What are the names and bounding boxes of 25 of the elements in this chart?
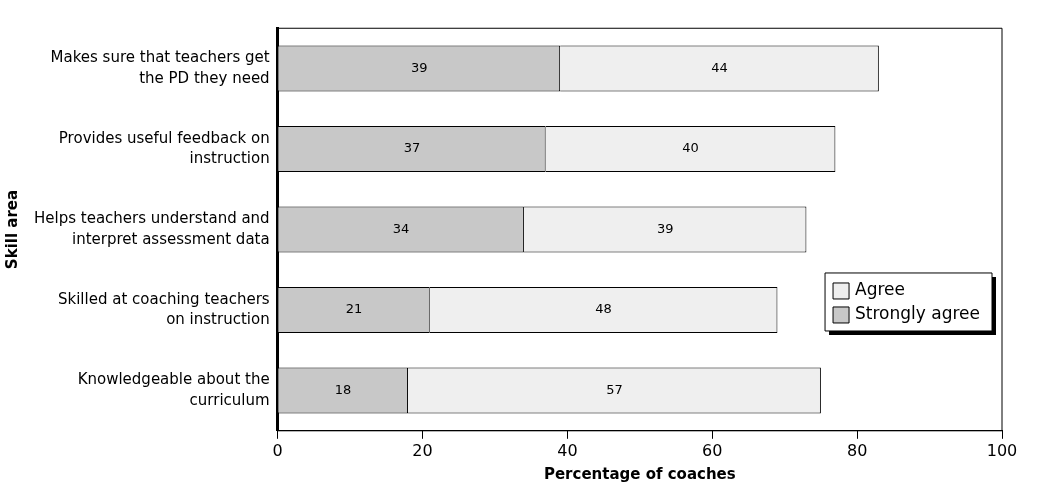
data-label: 21 — [345, 301, 363, 317]
data-label: 40 — [682, 140, 699, 156]
data-label: 48 — [595, 301, 612, 317]
y-tick-label: Skilled at coaching teachers on instruction — [57, 289, 270, 329]
y-tick-label: Makes sure that teachers get the PD they need — [50, 48, 270, 87]
y-axis-title: Skill area — [2, 189, 21, 270]
legend-label: Strongly agree — [855, 303, 980, 324]
x-tick-label: 100 — [986, 440, 1018, 460]
data-label: 39 — [410, 59, 428, 75]
y-tick-label: Knowledgeable about the curriculum — [77, 370, 270, 409]
x-tick-label: 20 — [412, 440, 433, 460]
x-tick-label: 60 — [702, 440, 723, 460]
data-label: 34 — [392, 220, 410, 236]
y-tick-label: Provides useful feedback on instruction — [58, 128, 270, 168]
y-tick-label: Helps teachers understand and interpret assessment data — [33, 209, 270, 248]
x-tick-label: 80 — [846, 440, 868, 460]
legend-label: Agree — [855, 279, 905, 300]
x-tick-label: 0 — [272, 440, 283, 460]
x-tick-label: 40 — [557, 440, 578, 460]
data-label: 37 — [403, 140, 421, 156]
data-label: 44 — [711, 59, 728, 75]
data-label: 39 — [656, 220, 674, 236]
x-axis-title: Percentage of coaches — [543, 464, 736, 483]
data-label: 18 — [334, 381, 352, 397]
data-label: 57 — [606, 381, 623, 397]
